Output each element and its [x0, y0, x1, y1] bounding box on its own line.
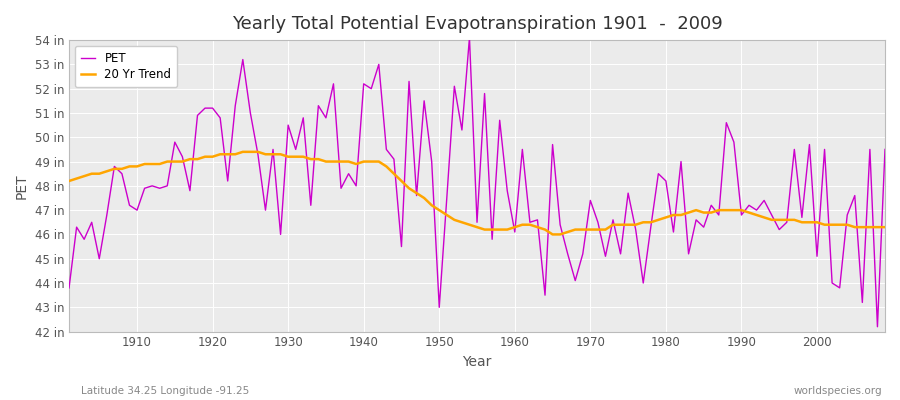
PET	[509, 230, 520, 234]
20 Yr Trend	[547, 232, 558, 237]
PET	[336, 186, 346, 191]
20 Yr Trend	[64, 178, 75, 183]
20 Yr Trend	[124, 164, 135, 169]
20 Yr Trend	[509, 225, 520, 230]
20 Yr Trend	[616, 222, 626, 227]
PET	[464, 35, 475, 40]
20 Yr Trend	[238, 150, 248, 154]
Line: 20 Yr Trend: 20 Yr Trend	[69, 152, 885, 234]
Text: Latitude 34.25 Longitude -91.25: Latitude 34.25 Longitude -91.25	[81, 386, 249, 396]
PET	[608, 218, 618, 222]
Y-axis label: PET: PET	[15, 173, 29, 199]
Text: worldspecies.org: worldspecies.org	[794, 386, 882, 396]
PET	[291, 147, 302, 152]
PET	[872, 324, 883, 329]
X-axis label: Year: Year	[463, 355, 491, 369]
20 Yr Trend	[343, 159, 354, 164]
Line: PET: PET	[69, 38, 885, 327]
PET	[64, 286, 75, 290]
PET	[879, 147, 890, 152]
PET	[124, 203, 135, 208]
20 Yr Trend	[879, 225, 890, 230]
20 Yr Trend	[298, 154, 309, 159]
PET	[517, 147, 527, 152]
20 Yr Trend	[517, 222, 527, 227]
Title: Yearly Total Potential Evapotranspiration 1901  -  2009: Yearly Total Potential Evapotranspiratio…	[231, 15, 723, 33]
Legend: PET, 20 Yr Trend: PET, 20 Yr Trend	[75, 46, 177, 87]
